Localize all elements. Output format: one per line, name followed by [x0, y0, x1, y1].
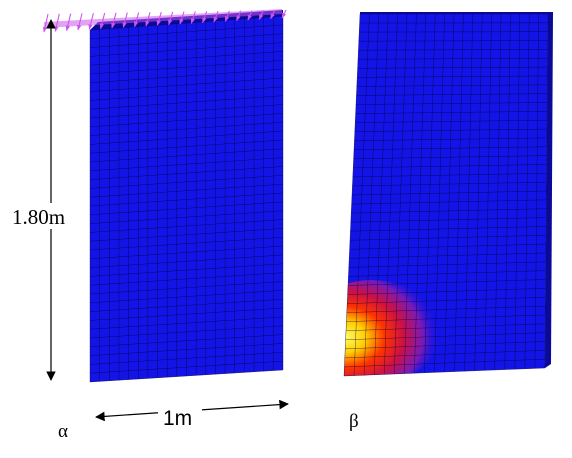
wall-model-alpha: [42, 9, 287, 383]
mesh-line: [345, 341, 546, 350]
mesh-line: [89, 192, 284, 207]
mesh-line: [345, 332, 546, 341]
mesh-line: [89, 334, 284, 348]
mesh-line: [344, 350, 546, 359]
mesh-line: [89, 130, 284, 145]
wall-model-beta: [343, 12, 553, 377]
mesh-line: [353, 164, 547, 169]
mesh-line: [357, 75, 548, 78]
mesh-line: [89, 352, 284, 365]
mesh-line: [89, 183, 284, 198]
mesh-line: [89, 175, 284, 189]
mesh-line: [89, 219, 284, 233]
mesh-line: [89, 290, 284, 304]
mesh-line: [356, 93, 548, 96]
top-load-arrows: [42, 9, 287, 33]
mesh-line: [349, 235, 547, 241]
mesh-line: [89, 316, 284, 330]
mesh-line: [346, 305, 546, 313]
mesh-line: [352, 181, 547, 187]
mesh-line: [89, 237, 284, 251]
mesh-line: [89, 281, 284, 295]
mesh-line: [346, 314, 546, 322]
mesh-line: [357, 58, 548, 60]
mesh-line: [356, 84, 548, 87]
mesh-line: [357, 66, 548, 69]
mesh-line: [89, 201, 284, 216]
mesh-line: [355, 111, 548, 114]
panel-label-beta: β: [349, 411, 359, 432]
mesh-line: [89, 24, 284, 40]
mesh-line: [358, 40, 548, 42]
mesh-line: [89, 360, 284, 374]
mesh-line: [89, 325, 284, 339]
mesh-line: [350, 226, 547, 232]
mesh-line: [89, 157, 284, 172]
mesh-line: [89, 95, 284, 110]
wall-alpha-mesh: [89, 15, 284, 383]
mesh-line: [344, 358, 546, 368]
mesh-line: [89, 272, 284, 286]
mesh-line: [354, 128, 548, 132]
mesh-line: [89, 139, 284, 154]
mesh-line: [355, 102, 548, 105]
mesh-line: [355, 119, 548, 123]
mesh-line: [348, 270, 546, 277]
mesh-line: [345, 323, 546, 331]
mesh-line: [351, 208, 547, 214]
mesh-line: [89, 369, 284, 383]
mesh-line: [354, 137, 547, 141]
mesh-line: [347, 279, 546, 286]
mesh-line: [343, 367, 546, 377]
mesh-line: [349, 243, 547, 250]
mesh-line: [350, 217, 547, 223]
height-label: 1.80m: [12, 205, 65, 229]
stress-hotspot: [344, 280, 440, 376]
panel-label-alpha: α: [58, 421, 68, 442]
mesh-line: [351, 190, 547, 196]
mesh-line: [89, 148, 284, 163]
mesh-line: [89, 343, 284, 356]
mesh-line: [89, 113, 284, 128]
mesh-line: [89, 254, 284, 268]
mesh-line: [349, 252, 546, 259]
wall-beta-mesh: [343, 13, 549, 377]
mesh-line: [89, 86, 284, 101]
mesh-line: [89, 228, 284, 242]
mesh-line: [89, 42, 284, 57]
mesh-line: [89, 263, 284, 277]
mesh-line: [89, 77, 284, 92]
mesh-line: [89, 245, 284, 260]
mesh-line: [347, 288, 546, 295]
mesh-line: [352, 173, 547, 178]
width-dimension: 1m: [95, 399, 289, 430]
mesh-line: [358, 49, 548, 51]
width-label: 1m: [163, 407, 192, 430]
load-arrow: [281, 9, 287, 19]
mesh-line: [89, 298, 284, 312]
mesh-line: [353, 146, 547, 150]
mesh-line: [89, 210, 284, 224]
height-dimension: 1.80m: [12, 19, 76, 381]
mesh-line: [89, 166, 284, 180]
mesh-line: [89, 104, 284, 119]
mesh-line: [89, 121, 284, 136]
load-band: [44, 9, 282, 28]
mesh-line: [351, 199, 547, 205]
mesh-line: [348, 261, 546, 268]
mesh-line: [89, 51, 284, 66]
mesh-line: [347, 296, 546, 304]
wall-beta-right-side: [545, 12, 553, 368]
mesh-line: [89, 307, 284, 321]
mesh-line: [89, 33, 284, 48]
mesh-line: [89, 68, 284, 84]
mesh-line: [353, 155, 547, 160]
mesh-line: [89, 60, 284, 75]
